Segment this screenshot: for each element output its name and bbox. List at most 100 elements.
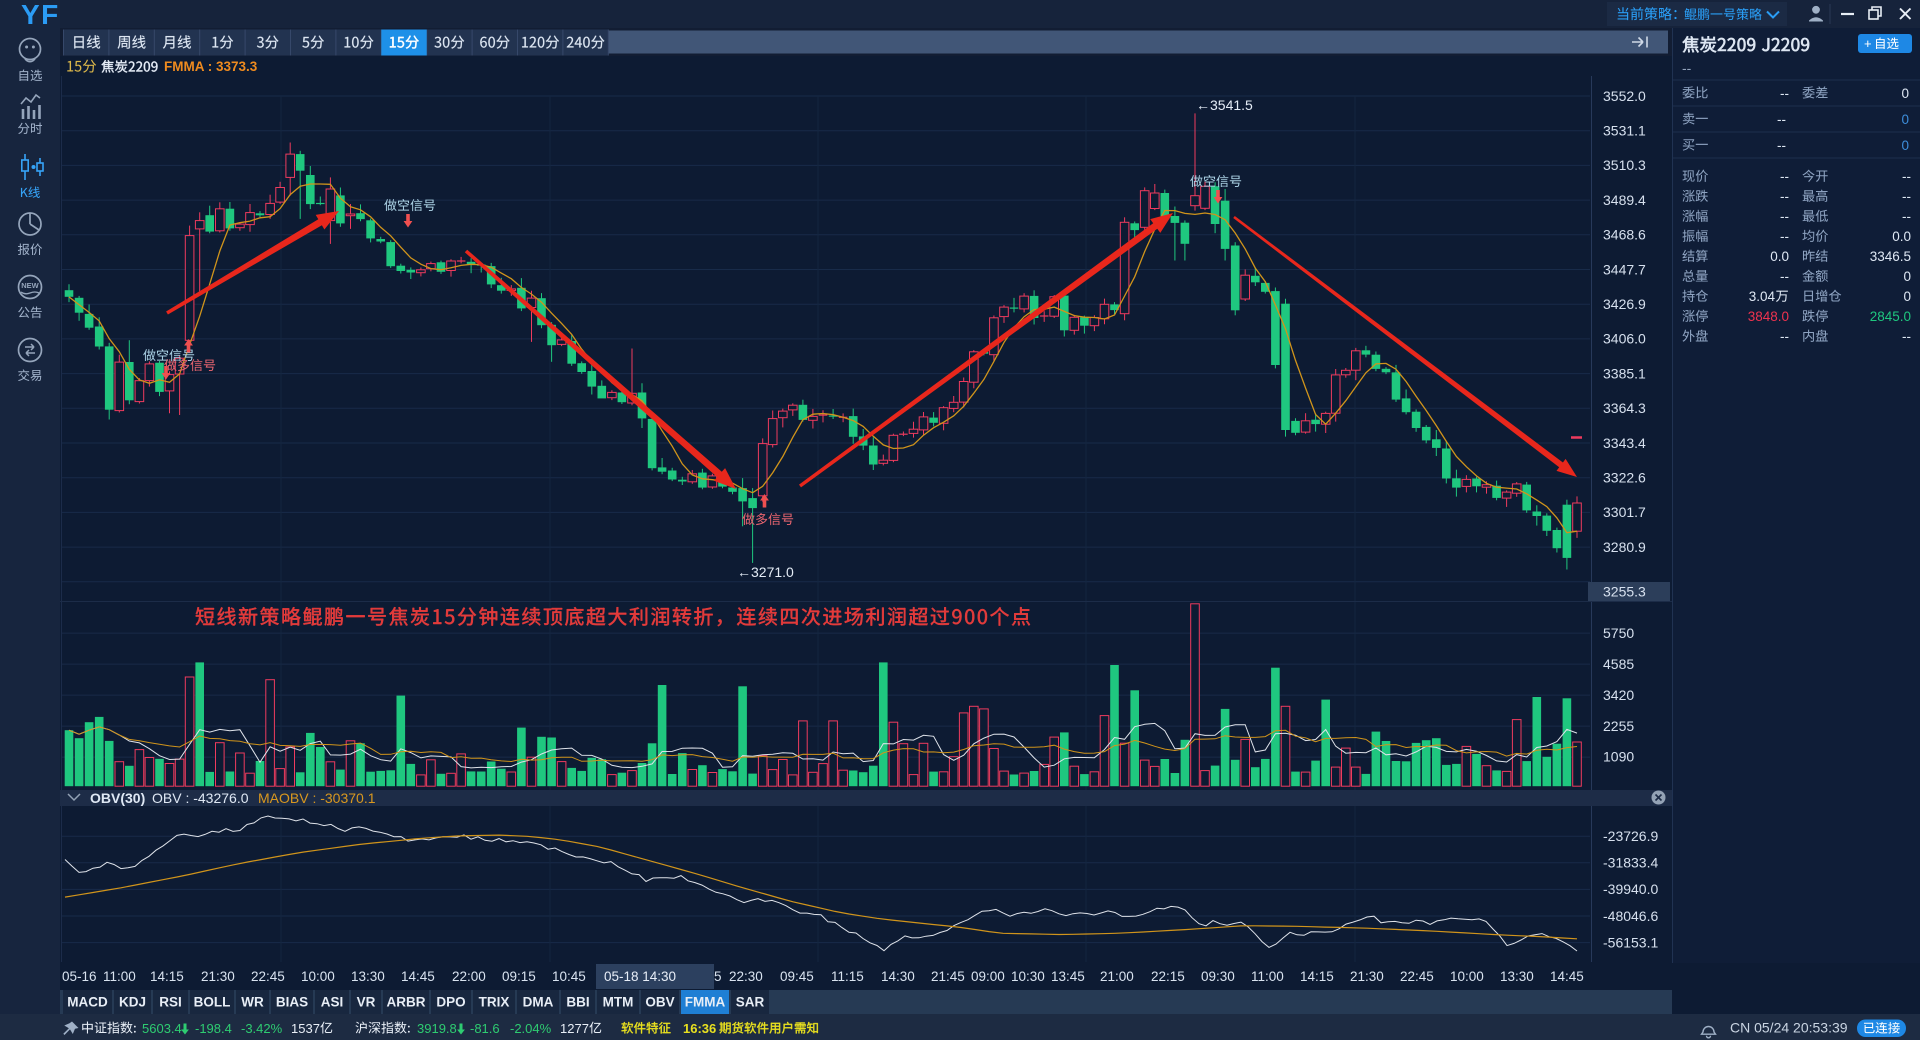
svg-text:5750: 5750 (1603, 625, 1634, 641)
svg-text:3420: 3420 (1603, 687, 1634, 703)
svg-text:11:15: 11:15 (831, 969, 864, 984)
svg-text:OBV(30): OBV(30) (90, 790, 145, 806)
svg-text:21:30: 21:30 (1350, 969, 1384, 984)
svg-text:MACD: MACD (67, 995, 108, 1010)
svg-text:22:15: 22:15 (1151, 969, 1185, 984)
svg-text:-39940.0: -39940.0 (1603, 881, 1658, 897)
svg-text:3426.9: 3426.9 (1603, 296, 1646, 312)
svg-text:3346.5: 3346.5 (1870, 249, 1911, 264)
svg-text:5: 5 (714, 969, 722, 984)
svg-text:3468.6: 3468.6 (1603, 227, 1646, 243)
svg-text:5603.4: 5603.4 (142, 1021, 182, 1036)
svg-text:CN 05/24 20:53:39: CN 05/24 20:53:39 (1730, 1020, 1848, 1036)
svg-text:3552.0: 3552.0 (1603, 88, 1646, 104)
svg-text:3848.0: 3848.0 (1748, 309, 1789, 324)
svg-text:3510.3: 3510.3 (1603, 157, 1646, 173)
svg-text:2845.0: 2845.0 (1870, 309, 1911, 324)
svg-text:22:30: 22:30 (729, 969, 763, 984)
svg-text:-81.6: -81.6 (470, 1021, 500, 1036)
svg-text:14:30: 14:30 (881, 969, 915, 984)
svg-text:--: -- (1780, 86, 1789, 101)
svg-text:←3541.5: ←3541.5 (1196, 97, 1253, 113)
svg-text:0: 0 (1903, 269, 1911, 284)
svg-text:ARBR: ARBR (387, 995, 426, 1010)
svg-text:21:45: 21:45 (931, 969, 965, 984)
svg-text:09:30: 09:30 (1201, 969, 1235, 984)
svg-text:10:30: 10:30 (1011, 969, 1045, 984)
svg-text:16:36: 16:36 (683, 1021, 716, 1036)
svg-text:KDJ: KDJ (119, 995, 146, 1010)
svg-text:BIAS: BIAS (276, 995, 308, 1010)
svg-text:0: 0 (1903, 289, 1911, 304)
svg-text:ASI: ASI (321, 995, 344, 1010)
svg-text:3531.1: 3531.1 (1603, 123, 1646, 139)
svg-text:22:45: 22:45 (251, 969, 285, 984)
svg-text:22:45: 22:45 (1400, 969, 1434, 984)
svg-text:1537: 1537 (291, 1021, 320, 1036)
svg-text:--: -- (1777, 138, 1786, 153)
svg-text:2255: 2255 (1603, 718, 1634, 734)
svg-text:--: -- (1902, 329, 1911, 344)
svg-text:0: 0 (1901, 138, 1909, 153)
svg-text:1277: 1277 (560, 1021, 589, 1036)
svg-text:3364.3: 3364.3 (1603, 400, 1646, 416)
svg-text:3489.4: 3489.4 (1603, 192, 1646, 208)
svg-text:3919.8: 3919.8 (417, 1021, 457, 1036)
svg-text:3322.6: 3322.6 (1603, 470, 1646, 486)
svg-text:-48046.6: -48046.6 (1603, 908, 1658, 924)
svg-text:--: -- (1777, 112, 1786, 127)
svg-text:--: -- (1780, 189, 1789, 204)
svg-text:10:00: 10:00 (301, 969, 335, 984)
svg-text:3301.7: 3301.7 (1603, 504, 1646, 520)
svg-text:SAR: SAR (736, 995, 765, 1010)
svg-text:13:30: 13:30 (351, 969, 385, 984)
svg-text:0: 0 (1901, 112, 1909, 127)
svg-text:--: -- (1902, 169, 1911, 184)
svg-text:09:00: 09:00 (971, 969, 1005, 984)
svg-text:05-18 14:30: 05-18 14:30 (604, 969, 676, 984)
svg-text:14:15: 14:15 (1300, 969, 1334, 984)
svg-text:←3271.0: ←3271.0 (737, 564, 794, 580)
svg-text:DMA: DMA (523, 995, 554, 1010)
svg-text:05-16: 05-16 (62, 969, 97, 984)
svg-text:+: + (1864, 36, 1872, 51)
svg-text:--: -- (1780, 209, 1789, 224)
svg-text:14:45: 14:45 (1550, 969, 1584, 984)
svg-text:FMMA: FMMA (685, 995, 726, 1010)
svg-text:0.0: 0.0 (1892, 229, 1911, 244)
svg-text:-3.42%: -3.42% (241, 1021, 283, 1036)
svg-text:NEW: NEW (21, 281, 39, 290)
svg-text:BBI: BBI (566, 995, 589, 1010)
svg-text:13:30: 13:30 (1500, 969, 1534, 984)
svg-text:0: 0 (1901, 86, 1909, 101)
svg-text:3.04: 3.04 (1749, 289, 1776, 304)
svg-text:10:00: 10:00 (1450, 969, 1484, 984)
svg-text:09:15: 09:15 (502, 969, 536, 984)
svg-text:RSI: RSI (159, 995, 182, 1010)
svg-text:--: -- (1780, 169, 1789, 184)
svg-text:-198.4: -198.4 (195, 1021, 232, 1036)
svg-text:4585: 4585 (1603, 656, 1634, 672)
svg-text:--: -- (1902, 189, 1911, 204)
svg-text:21:00: 21:00 (1100, 969, 1134, 984)
svg-text:3385.1: 3385.1 (1603, 365, 1646, 381)
svg-text:11:00: 11:00 (103, 969, 136, 984)
svg-text:3255.3: 3255.3 (1603, 583, 1646, 599)
svg-text:-31833.4: -31833.4 (1603, 855, 1658, 871)
svg-text:10:45: 10:45 (552, 969, 586, 984)
svg-text:3280.9: 3280.9 (1603, 539, 1646, 555)
svg-text:09:45: 09:45 (780, 969, 814, 984)
svg-text:3343.4: 3343.4 (1603, 435, 1646, 451)
svg-text:OBV: OBV (645, 995, 674, 1010)
svg-text:11:00: 11:00 (1251, 969, 1284, 984)
svg-text:1090: 1090 (1603, 749, 1634, 765)
svg-text:14:15: 14:15 (150, 969, 184, 984)
svg-text:MAOBV : -30370.1: MAOBV : -30370.1 (258, 790, 376, 806)
svg-text:0.0: 0.0 (1770, 249, 1789, 264)
svg-text:--: -- (1780, 229, 1789, 244)
svg-text:--: -- (1682, 60, 1692, 76)
svg-text:13:45: 13:45 (1051, 969, 1085, 984)
svg-text:--: -- (1780, 329, 1789, 344)
svg-text:MTM: MTM (603, 995, 634, 1010)
svg-text:14:45: 14:45 (401, 969, 435, 984)
